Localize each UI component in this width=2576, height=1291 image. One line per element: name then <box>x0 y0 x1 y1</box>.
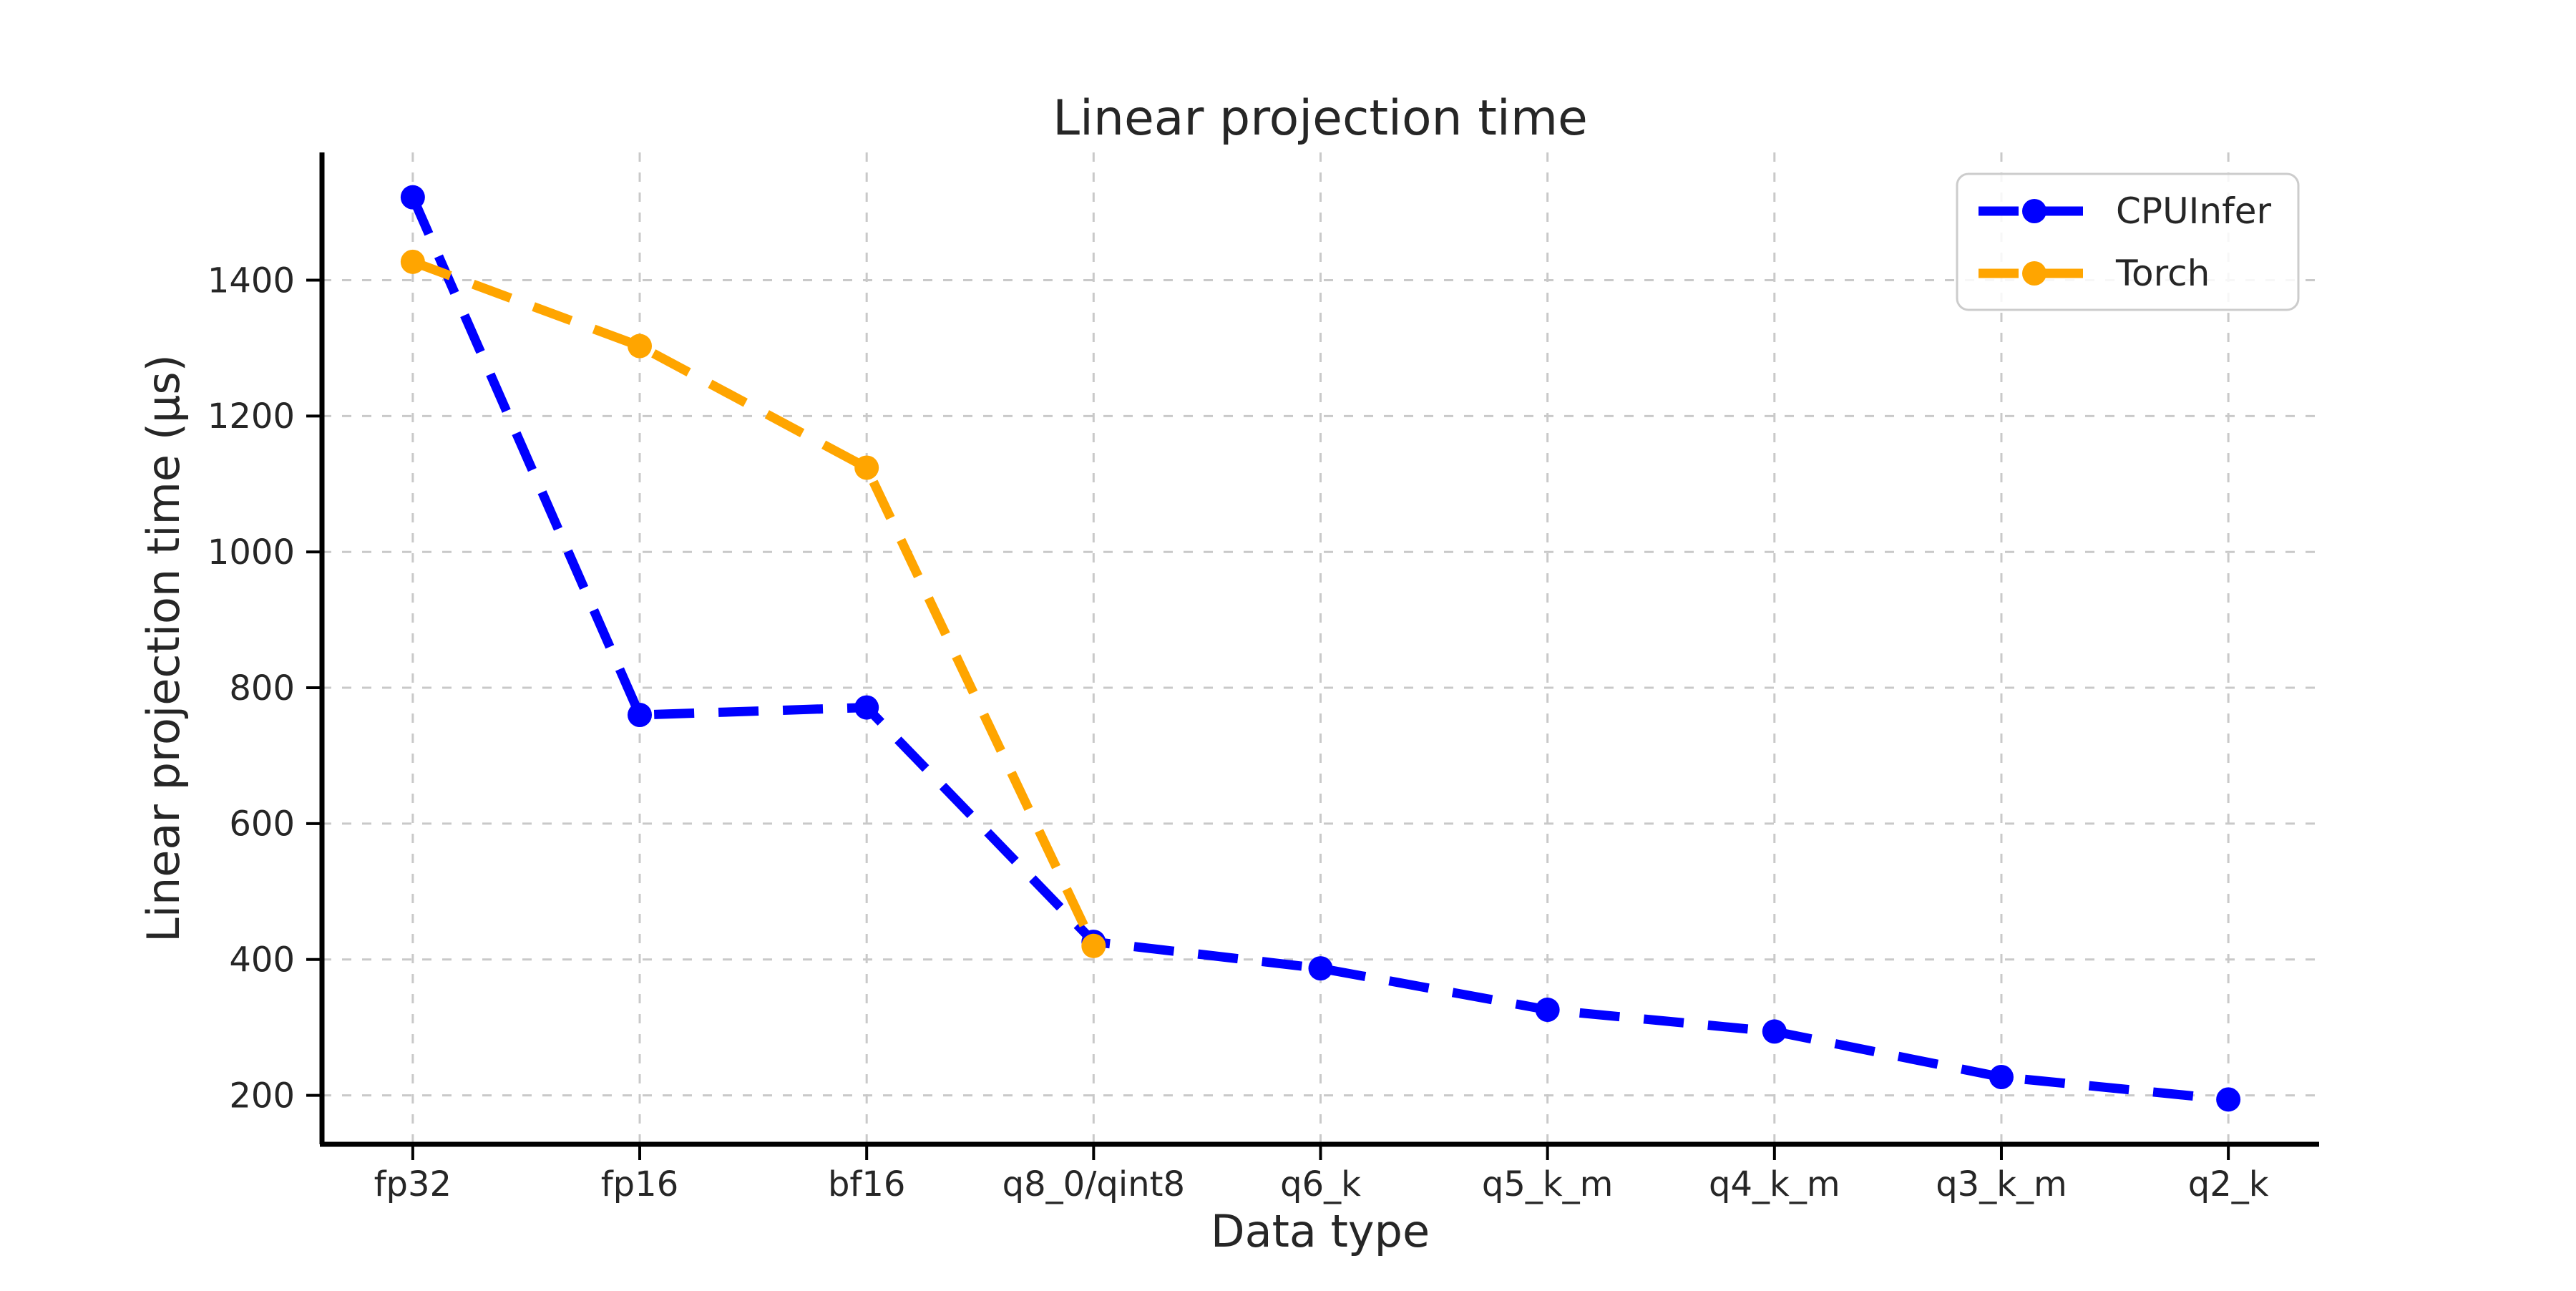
data-point-torch <box>628 333 653 359</box>
y-tick-label: 1000 <box>208 532 295 573</box>
legend-label: CPUInfer <box>2116 190 2271 232</box>
x-tick-label: fp32 <box>374 1164 452 1204</box>
legend-sample-marker <box>2022 199 2046 223</box>
series-line-torch <box>411 257 1098 948</box>
y-tick-label: 600 <box>229 804 295 844</box>
data-point-cpuinfer <box>1762 1019 1787 1044</box>
x-tick-label: fp16 <box>601 1164 678 1204</box>
data-point-cpuinfer <box>2216 1087 2241 1112</box>
data-point-torch <box>854 455 879 480</box>
x-tick-label: q4_k_m <box>1709 1164 1840 1204</box>
x-tick-label: q2_k <box>2188 1164 2269 1204</box>
series-layer <box>400 185 2241 1112</box>
grid-layer <box>322 152 2319 1144</box>
legend-label: Torch <box>2115 253 2210 294</box>
y-tick-label: 400 <box>229 940 295 980</box>
y-tick-label: 200 <box>229 1076 295 1116</box>
data-point-cpuinfer <box>628 703 653 728</box>
legend: CPUInfer Torch <box>1956 172 2300 311</box>
x-axis-label: Data type <box>1211 1205 1430 1257</box>
data-point-torch <box>1081 933 1106 958</box>
data-point-cpuinfer <box>1535 998 1560 1023</box>
y-tick-label: 1400 <box>208 260 295 301</box>
data-point-cpuinfer <box>1308 956 1333 981</box>
data-point-cpuinfer <box>854 695 879 720</box>
x-tick-label: q8_0/qint8 <box>1002 1164 1185 1204</box>
data-point-cpuinfer <box>1989 1065 2014 1090</box>
chart-title: Linear projection time <box>1053 90 1588 147</box>
y-tick-label: 1200 <box>208 396 295 437</box>
data-point-torch <box>400 249 425 274</box>
series-line-cpuinfer <box>408 195 2229 1104</box>
data-point-cpuinfer <box>400 185 425 210</box>
legend-sample-marker <box>2022 261 2046 286</box>
axes-layer: 200 400 600 800 1000 1200 1400 fp32 fp16 bf16 q8_0… <box>208 152 2319 1204</box>
y-tick-label: 800 <box>229 668 295 708</box>
y-axis-label: Linear projection time (μs) <box>137 354 190 942</box>
x-tick-label: q5_k_m <box>1482 1164 1614 1204</box>
x-tick-label: q3_k_m <box>1936 1164 2067 1204</box>
x-tick-label: bf16 <box>828 1164 905 1204</box>
x-tick-label: q6_k <box>1280 1164 1361 1204</box>
